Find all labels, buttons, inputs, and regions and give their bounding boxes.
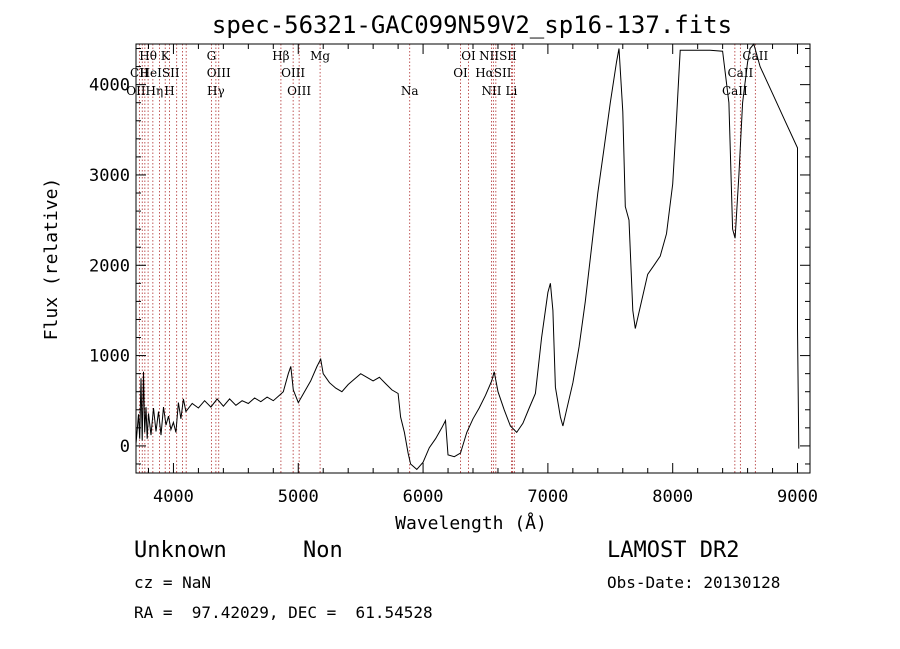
x-axis-label: Wavelength (Å) [395,512,547,534]
y-tick-label: 1000 [89,347,130,367]
plot-frame [135,43,811,474]
emission-line-label: K [161,49,171,63]
emission-line-label: OIII [281,66,305,80]
emission-line-label: Na [401,84,419,98]
emission-line-label: Mg [310,49,330,63]
emission-line-label: Hθ [139,49,157,63]
y-tick-label: 4000 [89,76,130,96]
emission-line-label: CaII [727,66,753,80]
emission-line-label: G [207,49,217,63]
y-tick-label: 2000 [89,256,130,276]
redshift-cz: cz = NaN [134,573,212,592]
emission-line-label: OIII [207,66,231,80]
emission-line-label: Hγ [207,84,225,98]
emission-line-label: HαSII [475,66,512,80]
survey-name: LAMOST DR2 [607,538,740,563]
y-tick-label: 0 [120,437,130,457]
x-tick-label: 6000 [403,487,444,507]
emission-line-label: OI [461,49,476,63]
spectrum-line [135,42,800,471]
spectrum-chart: spec-56321-GAC099N59V2_sp16-137.fits Hθ K… [41,11,818,534]
emission-line-label: CII [130,66,149,80]
emission-line-label: OIII [287,84,311,98]
x-tick-label: 8000 [652,487,693,507]
emission-line-label: NIISII [479,49,517,63]
emission-line-label: OI [453,66,468,80]
x-axis-ticks: 4000 5000 6000 7000 8000 9000 [147,44,818,507]
spectral-class: Unknown [134,538,227,563]
x-tick-label: 7000 [527,487,568,507]
emission-line-markers [138,44,756,473]
emission-line-label: H [164,84,174,98]
y-tick-label: 3000 [89,166,130,186]
y-axis-ticks: 0 1000 2000 3000 4000 [89,48,810,465]
chart-title: spec-56321-GAC099N59V2_sp16-137.fits [212,11,732,39]
emission-line-label: Li [506,84,518,98]
x-tick-label: 9000 [777,487,818,507]
emission-line-label: NII [481,84,501,98]
emission-line-label: HeISII [140,66,180,80]
spectral-subclass: Non [303,538,343,563]
y-axis-label: Flux (relative) [41,178,62,341]
observation-date: Obs-Date: 20130128 [607,573,781,592]
ra-dec-coordinates: RA = 97.42029, DEC = 61.54528 [134,603,433,622]
emission-line-label: Hβ [272,49,289,63]
emission-line-label: CaII [722,84,748,98]
x-tick-label: 5000 [278,487,319,507]
x-tick-label: 4000 [153,487,194,507]
emission-line-label: OIIHη [126,84,163,98]
